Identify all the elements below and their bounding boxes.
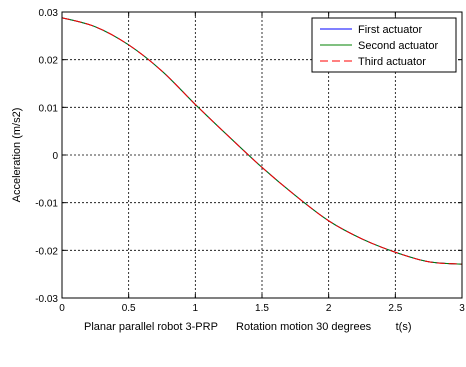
x-tick-label: 3 xyxy=(459,303,465,314)
x-tick-label: 2 xyxy=(326,303,332,314)
y-tick-label: 0.01 xyxy=(39,103,59,114)
ticks: 0 0.5 1 1.5 2 2.5 3 0.03 0.02 0.01 0 -0.01 -0.02 -0.0… xyxy=(35,8,465,314)
x-tick-label: 2.5 xyxy=(388,303,402,314)
legend: First actuator Second actuator Third actua… xyxy=(311,17,457,73)
y-axis-label: Acceleration (m/s2) xyxy=(11,108,23,203)
legend-label: Second actuator xyxy=(358,40,438,52)
series-line-3 xyxy=(61,17,463,265)
x-tick-label: 0 xyxy=(59,303,65,314)
legend-label: Third actuator xyxy=(358,56,426,68)
x-axis-label: Planar parallel robot 3-PRP Rotation mot… xyxy=(84,321,412,333)
y-tick-label: -0.01 xyxy=(35,199,58,210)
x-tick-label: 0.5 xyxy=(122,303,136,314)
x-tick-label: 1.5 xyxy=(255,303,269,314)
x-tick-label: 1 xyxy=(193,303,199,314)
legend-label: First actuator xyxy=(358,24,423,36)
y-tick-label: -0.02 xyxy=(35,246,58,257)
series-lines xyxy=(61,17,463,265)
y-tick-label: 0.02 xyxy=(39,56,59,67)
y-tick-label: -0.03 xyxy=(35,294,58,305)
y-tick-label: 0.03 xyxy=(39,8,59,19)
y-tick-label: 0 xyxy=(52,151,58,162)
